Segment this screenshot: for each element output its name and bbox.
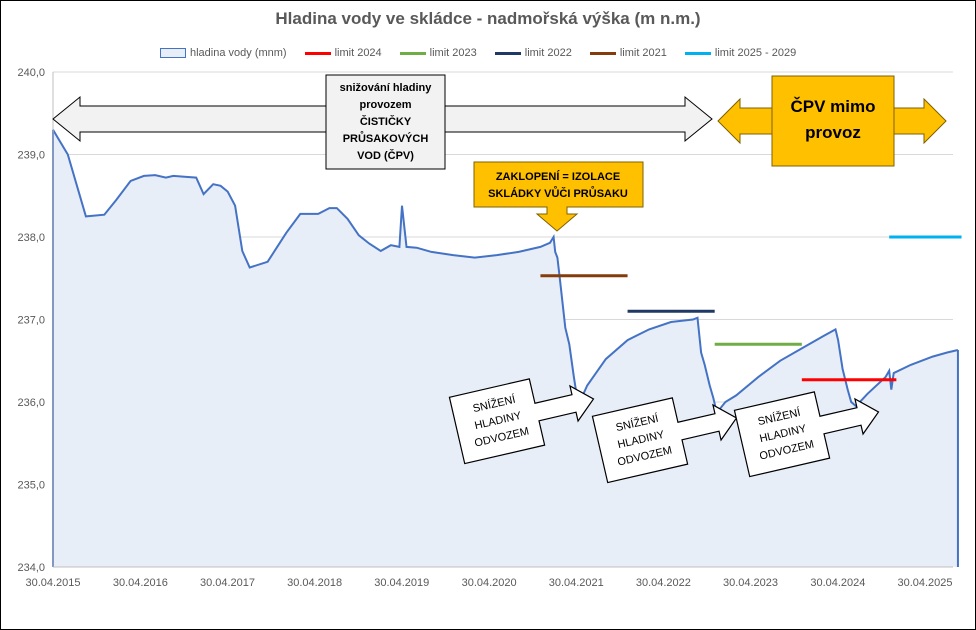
x-tick-label: 30.04.2023 [723, 577, 778, 589]
annotation-box-cpv [325, 74, 446, 170]
x-tick-label: 30.04.2022 [636, 577, 691, 589]
legend-item-limit-2023: limit 2023 [399, 47, 477, 59]
callout-odvoz-shape [733, 391, 880, 478]
y-tick-label: 236,0 [17, 397, 45, 409]
legend-swatch-hladina [160, 48, 186, 58]
annotation-cpv-line-2: ČISTIČKY [360, 115, 412, 128]
annotation-cpv-line-1: provozem [360, 99, 412, 111]
annotation-cpv-line-4: VOD (ČPV) [357, 149, 414, 162]
callout-odvoz-shape [591, 397, 738, 484]
legend-item-hladina: hladina vody (mnm) [160, 47, 287, 59]
orange-arrow-right [893, 97, 947, 145]
x-tick-label: 30.04.2015 [25, 577, 80, 589]
series-area-hladina [53, 129, 958, 567]
legend-item-limit-2025-2029: limit 2025 - 2029 [684, 47, 797, 59]
annotation-cpv-line-3: PRŮSAKOVÝCH [343, 131, 429, 145]
y-tick-label: 238,0 [17, 232, 45, 244]
orange-arrow-left [717, 97, 773, 145]
legend-label-hladina: hladina vody (mnm) [190, 47, 287, 59]
annotation-mimo-line-0: ČPV mimo [790, 97, 875, 116]
legend-swatch-limit-2023 [399, 51, 426, 55]
annotation-mimo-text: ČPV mimo provoz [790, 97, 875, 142]
y-tick-label: 239,0 [17, 150, 45, 162]
legend-swatch-limit-2025-2029 [684, 51, 711, 55]
annotation-box-zaklopeni [473, 161, 644, 232]
x-tick-label: 30.04.2017 [200, 577, 255, 589]
x-tick-label: 30.04.2025 [897, 577, 952, 589]
legend-label-limit-2025-2029: limit 2025 - 2029 [714, 47, 797, 59]
x-tick-label: 30.04.2019 [374, 577, 429, 589]
y-tick-label: 234,0 [17, 562, 45, 574]
legend-item-limit-2024: limit 2024 [304, 47, 382, 59]
x-tick-label: 30.04.2016 [113, 577, 168, 589]
annotation-zaklopeni-line-1: SKLÁDKY VŮČI PRŮSAKU [488, 186, 628, 200]
x-tick-label: 30.04.2018 [287, 577, 342, 589]
legend-swatch-limit-2022 [494, 51, 521, 55]
y-tick-label: 240,0 [17, 67, 45, 79]
annotation-cpv-line-0: snižování hladiny [340, 82, 433, 94]
legend-label-limit-2021: limit 2021 [619, 47, 667, 59]
legend-swatch-limit-2024 [304, 51, 331, 55]
legend-label-limit-2023: limit 2023 [429, 47, 477, 59]
y-tick-label: 235,0 [17, 480, 45, 492]
annotation-mimo-line-1: provoz [805, 123, 861, 142]
callout-odvoz-shape [448, 378, 595, 465]
double-arrow-right [444, 95, 713, 143]
annotation-zaklopeni-line-0: ZAKLOPENÍ = IZOLACE [496, 170, 620, 183]
series-line-hladina [52, 129, 959, 415]
legend-label-limit-2022: limit 2022 [524, 47, 572, 59]
chart-legend: hladina vody (mnm) limit 2024 limit 2023… [160, 47, 814, 59]
x-tick-label: 30.04.2020 [462, 577, 517, 589]
x-tick-label: 30.04.2024 [810, 577, 865, 589]
legend-item-limit-2021: limit 2021 [589, 47, 667, 59]
legend-item-limit-2022: limit 2022 [494, 47, 572, 59]
legend-label-limit-2024: limit 2024 [334, 47, 382, 59]
chart-title: Hladina vody ve skládce - nadmořská výšk… [275, 9, 701, 28]
x-tick-label: 30.04.2021 [549, 577, 604, 589]
y-tick-label: 237,0 [17, 315, 45, 327]
annotation-box-mimo [771, 75, 895, 167]
double-arrow-left [52, 95, 328, 143]
legend-swatch-limit-2021 [589, 51, 616, 55]
